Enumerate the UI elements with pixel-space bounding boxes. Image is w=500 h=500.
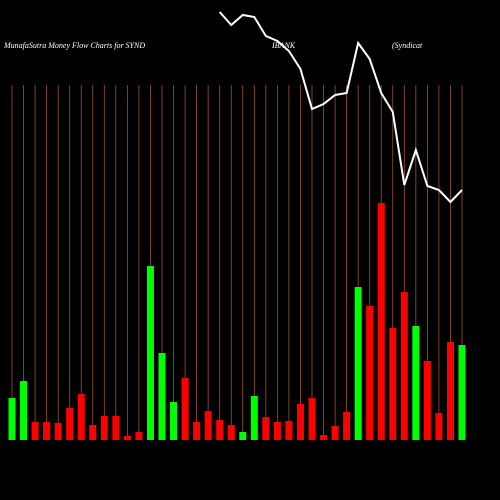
chart-title: (Syndicat <box>392 41 423 50</box>
bar <box>250 396 258 440</box>
bar <box>412 326 420 440</box>
bar <box>262 417 270 440</box>
bar <box>8 398 16 440</box>
bar <box>204 411 212 440</box>
bar <box>423 361 431 440</box>
bar <box>112 416 120 440</box>
bar <box>320 435 328 440</box>
bar <box>20 381 28 440</box>
bar <box>89 425 97 440</box>
bar <box>100 416 108 440</box>
bar <box>296 404 304 440</box>
bar <box>77 394 85 440</box>
bar <box>331 426 339 440</box>
bar <box>366 306 374 440</box>
bar <box>158 353 166 440</box>
bar <box>273 422 281 440</box>
bar <box>123 436 131 440</box>
bar <box>181 378 189 440</box>
bar <box>66 408 74 440</box>
bar <box>54 423 62 440</box>
bar <box>216 420 224 440</box>
bar <box>135 432 143 440</box>
chart-title: MunafaSutra Money Flow Charts for SYND <box>3 41 145 50</box>
bar <box>285 421 293 440</box>
bar <box>146 266 154 440</box>
bar <box>343 412 351 440</box>
bar <box>170 402 178 440</box>
bar <box>458 345 466 440</box>
bar <box>446 342 454 440</box>
bar <box>31 422 39 440</box>
bar <box>389 328 397 440</box>
money-flow-line <box>218 11 463 204</box>
bar <box>43 422 51 440</box>
bar <box>377 203 385 440</box>
bar <box>435 413 443 440</box>
bar <box>239 432 247 440</box>
bar <box>400 292 408 440</box>
bar <box>193 422 201 440</box>
bar <box>308 398 316 440</box>
bar <box>227 425 235 440</box>
bar <box>354 287 362 440</box>
